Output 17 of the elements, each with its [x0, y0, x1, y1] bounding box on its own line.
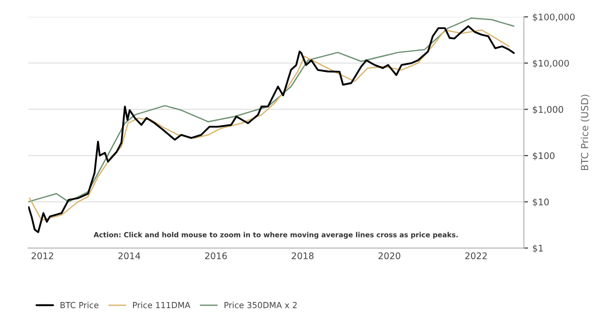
- y-tick-label: $100: [532, 152, 555, 160]
- x-tick-label: 2014: [118, 252, 140, 260]
- line-series: [28, 17, 514, 202]
- x-tick-label: 2018: [292, 252, 314, 260]
- y-tick-label: $1: [532, 244, 543, 253]
- y-tick-label: $1,000: [532, 106, 564, 114]
- legend-label: Price 111DMA: [133, 302, 190, 308]
- y-tick-label: $10: [532, 198, 549, 207]
- y-axis-title: BTC Price (USD): [580, 94, 590, 170]
- x-tick-label: 2020: [378, 252, 400, 260]
- legend-label: Price 350DMA x 2: [224, 302, 297, 308]
- x-tick-label: 2022: [465, 252, 487, 260]
- y-tick-label: $100,000: [532, 13, 575, 22]
- y-tick-label: $10,000: [532, 60, 569, 68]
- x-tick-label: 2016: [205, 252, 227, 260]
- x-tick-label: 2012: [32, 252, 54, 260]
- legend-label: BTC Price: [60, 302, 98, 308]
